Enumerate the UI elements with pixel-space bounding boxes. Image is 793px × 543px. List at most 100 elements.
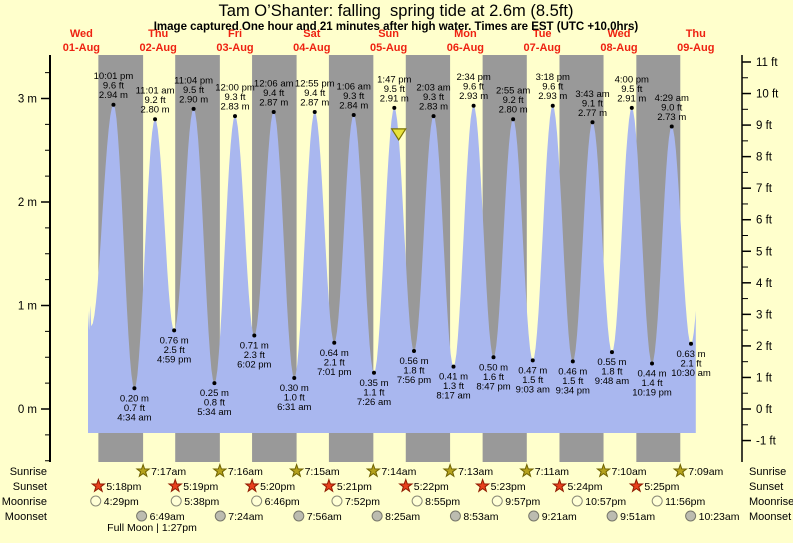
high-tide-point: [351, 113, 356, 118]
sunrise-star-icon: [135, 462, 151, 478]
low-tide-point: [530, 358, 535, 363]
right-axis-label: 5 ft: [756, 246, 773, 258]
high-tide-height-ft: 9.0 ft: [661, 102, 682, 113]
high-tide-height-m: 2.87 m: [300, 97, 329, 108]
sunset-star-icon: [167, 477, 183, 493]
left-axis-label: 1 m: [18, 301, 37, 313]
sunrise-time: 7:11am: [535, 466, 569, 478]
high-tide-time: 3:43 am: [575, 89, 609, 100]
right-axis-label: 7 ft: [756, 183, 773, 195]
high-tide-height-ft: 9.6 ft: [103, 81, 124, 92]
high-tide-time: 11:01 am: [136, 86, 175, 97]
sunset-star-icon: [321, 477, 337, 493]
moonset-circle-icon: [371, 510, 383, 522]
high-tide-height-m: 2.83 m: [419, 102, 448, 113]
moonrise-time: 8:55pm: [425, 496, 460, 508]
low-tide-point: [172, 328, 177, 333]
low-tide-point: [609, 350, 614, 355]
moonrise-circle-icon: [491, 495, 503, 507]
day-name: Thu: [148, 28, 168, 40]
right-axis-label: 10 ft: [756, 89, 779, 101]
low-tide-height-ft: 1.0 ft: [284, 392, 305, 403]
high-tide-point: [271, 109, 276, 114]
high-tide-time: 12:06 am: [254, 78, 294, 89]
low-tide-height-ft: 1.1 ft: [363, 387, 384, 398]
day-date: 01-Aug: [63, 42, 100, 54]
low-tide-time: 7:26 am: [357, 397, 391, 408]
high-tide-height-m: 2.93 m: [459, 91, 488, 102]
day-name: Sun: [378, 28, 399, 40]
high-tide-height-ft: 9.4 ft: [304, 88, 325, 99]
moonrise-time: 9:57pm: [505, 496, 540, 508]
row-label-right: Moonrise: [749, 496, 793, 508]
high-tide-height-ft: 9.5 ft: [384, 84, 405, 95]
moonrise-circle-icon: [651, 495, 663, 507]
sunset-time: 5:21pm: [337, 481, 372, 493]
sunset-star-icon: [398, 477, 414, 493]
low-tide-height-ft: 0.7 ft: [124, 403, 145, 414]
low-tide-height-m: 0.71 m: [240, 341, 269, 352]
moonset-circle-icon: [606, 510, 618, 522]
low-tide-height-ft: 1.4 ft: [641, 378, 662, 389]
high-tide-point: [312, 109, 317, 114]
low-tide-time: 7:01 pm: [317, 367, 351, 378]
high-tide-height-m: 2.80 m: [141, 105, 170, 116]
low-tide-point: [411, 349, 416, 354]
low-tide-height-m: 0.64 m: [320, 348, 349, 359]
low-tide-time: 4:59 pm: [157, 354, 191, 365]
high-tide-time: 2:34 pm: [456, 72, 490, 83]
right-axis-label: 8 ft: [756, 152, 773, 164]
sunset-time: 5:25pm: [644, 481, 679, 493]
low-tide-point: [689, 341, 693, 346]
row-label-right: Sunset: [749, 481, 783, 493]
high-tide-time: 10:01 pm: [94, 71, 134, 82]
high-tide-height-m: 2.84 m: [339, 101, 368, 112]
sunrise-time: 7:14am: [381, 466, 416, 478]
low-tide-time: 10:30 am: [671, 368, 711, 379]
moonrise-time: 4:29pm: [104, 496, 139, 508]
moonset-time: 7:56am: [307, 511, 342, 523]
low-tide-time: 9:48 am: [595, 376, 629, 387]
low-tide-height-m: 0.47 m: [518, 365, 547, 376]
low-tide-time: 6:31 am: [277, 402, 311, 413]
day-name: Fri: [228, 28, 242, 40]
low-tide-height-ft: 2.5 ft: [164, 345, 185, 356]
row-label-right: Sunrise: [749, 466, 786, 478]
row-label-left: Sunset: [13, 481, 47, 493]
high-tide-height-m: 2.91 m: [380, 93, 409, 104]
low-tide-height-ft: 1.5 ft: [562, 376, 583, 387]
moonrise-circle-icon: [90, 495, 102, 507]
sunset-star-icon: [90, 477, 106, 493]
low-tide-height-ft: 2.1 ft: [680, 358, 701, 369]
moonrise-time: 7:52pm: [345, 496, 380, 508]
low-tide-time: 9:03 am: [516, 384, 550, 395]
low-tide-time: 4:34 am: [117, 412, 151, 423]
sunset-time: 5:23pm: [491, 481, 526, 493]
current-level-marker-icon: [390, 128, 407, 142]
high-tide-height-ft: 9.6 ft: [542, 82, 563, 93]
page-title: Tam O’Shanter: falling spring tide at 2.…: [219, 2, 574, 20]
right-axis-label: 2 ft: [756, 341, 773, 353]
sunrise-star-icon: [442, 462, 458, 478]
day-date: 09-Aug: [677, 42, 714, 54]
moonset-circle-icon: [528, 510, 540, 522]
low-tide-height-ft: 1.8 ft: [601, 367, 622, 378]
high-tide-point: [153, 117, 158, 122]
sunset-time: 5:24pm: [567, 481, 602, 493]
row-label-left: Moonrise: [2, 496, 47, 508]
moonset-circle-icon: [136, 510, 148, 522]
moonset-time: 6:49am: [150, 511, 185, 523]
low-tide-time: 8:47 pm: [476, 381, 510, 392]
high-tide-point: [233, 114, 237, 119]
day-name: Sat: [303, 28, 320, 40]
sunset-time: 5:22pm: [414, 481, 449, 493]
full-moon-note: Full Moon | 1:27pm: [107, 522, 197, 534]
high-tide-point: [511, 117, 516, 122]
high-tide-height-ft: 9.2 ft: [144, 95, 165, 106]
high-tide-point: [191, 106, 196, 111]
moonrise-time: 5:38pm: [184, 496, 219, 508]
sunset-star-icon: [551, 477, 568, 493]
left-axis-label: 2 m: [18, 197, 37, 209]
low-tide-point: [570, 359, 575, 364]
right-axis-label: 9 ft: [756, 120, 773, 132]
